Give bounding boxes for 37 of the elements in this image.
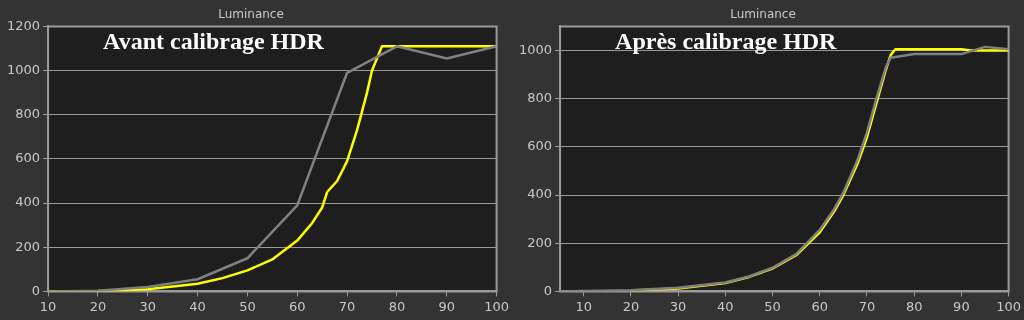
- chart-title: Luminance: [218, 7, 284, 22]
- x-tick-label: 70: [338, 298, 356, 314]
- x-tick-label: 80: [388, 298, 406, 314]
- y-tick-label: 200: [15, 238, 41, 254]
- x-tick-label: 80: [905, 298, 923, 314]
- y-tick-label: 400: [15, 194, 41, 210]
- x-tick-label: 60: [288, 298, 306, 314]
- x-tick-label: 70: [858, 298, 876, 314]
- annotation: Après calibrage HDR: [615, 27, 838, 54]
- y-tick-label: 1200: [6, 17, 41, 33]
- x-tick-label: 50: [239, 298, 256, 314]
- x-tick-label: 40: [717, 298, 734, 314]
- y-tick-label: 800: [527, 90, 553, 106]
- y-tick-label: 600: [527, 138, 553, 154]
- x-tick-label: 100: [484, 298, 510, 314]
- y-tick-label: 0: [543, 282, 553, 298]
- x-tick-label: 40: [189, 298, 206, 314]
- x-tick-label: 60: [811, 298, 829, 314]
- annotation: Avant calibrage HDR: [103, 27, 325, 54]
- y-tick-label: 800: [15, 106, 41, 122]
- y-tick-label: 0: [31, 282, 41, 298]
- x-tick-label: 30: [669, 298, 687, 314]
- x-tick-label: 20: [89, 298, 107, 314]
- x-tick-label: 10: [575, 298, 592, 314]
- x-tick-label: 30: [139, 298, 157, 314]
- y-tick-label: 1000: [6, 61, 41, 77]
- x-tick-label: 20: [622, 298, 640, 314]
- chart-title: Luminance: [730, 7, 796, 22]
- y-tick-label: 1000: [518, 41, 553, 57]
- y-tick-label: 400: [527, 186, 553, 202]
- x-tick-label: 10: [39, 298, 57, 314]
- x-tick-label: 90: [438, 298, 456, 314]
- x-tick-label: 50: [764, 298, 781, 314]
- y-tick-label: 200: [527, 234, 553, 250]
- x-tick-label: 90: [953, 298, 970, 314]
- y-tick-label: 600: [15, 150, 41, 166]
- x-tick-label: 100: [996, 298, 1022, 314]
